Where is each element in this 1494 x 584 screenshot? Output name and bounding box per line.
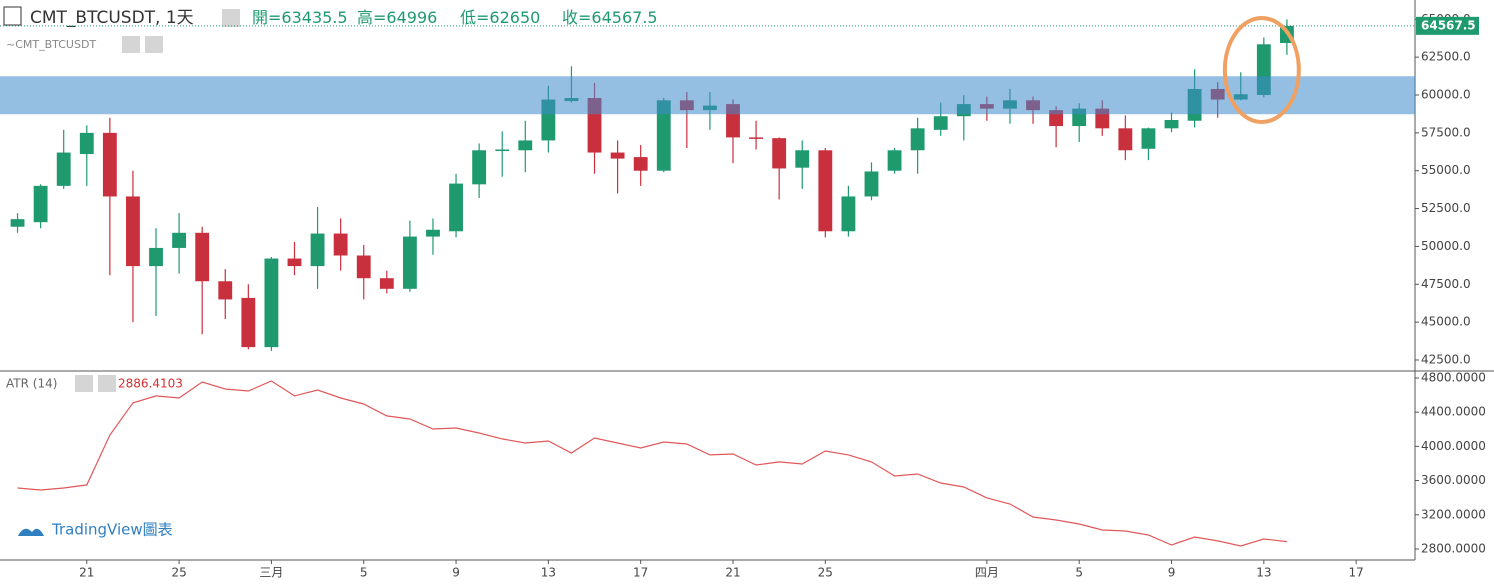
candle-body: [749, 137, 764, 139]
settings-button[interactable]: [222, 9, 240, 27]
candle-body: [287, 258, 302, 267]
y-tick-label: 3200.0000: [1421, 507, 1486, 521]
x-tick-label: 17: [633, 566, 648, 580]
x-tick-label: 9: [1168, 566, 1176, 580]
x-tick-label: 13: [541, 566, 556, 580]
x-tick-label: 17: [1349, 566, 1364, 580]
candle-body: [195, 232, 210, 282]
chart-title: CMT_BTCUSDT, 1天: [30, 8, 194, 28]
ohlc-label: 收=: [562, 8, 591, 27]
symbol-icon[interactable]: [3, 6, 22, 26]
y-tick-label: 42500.0: [1421, 352, 1471, 366]
candle-body: [402, 236, 417, 289]
candle-body: [841, 196, 856, 232]
candle-body: [772, 138, 787, 169]
candle-body: [172, 232, 187, 248]
candle-body: [933, 116, 948, 130]
candle-body: [495, 149, 510, 152]
settings-button[interactable]: [75, 375, 93, 392]
candle-body: [218, 281, 233, 300]
candle-body: [818, 150, 833, 232]
candle-body: [102, 132, 117, 197]
x-tick-label: 25: [818, 566, 833, 580]
candle-body: [10, 219, 25, 227]
last-price-label: 64567.5: [1421, 18, 1476, 32]
x-tick-label: 5: [1075, 566, 1083, 580]
last-price-tag: [1416, 16, 1479, 35]
candle-body: [795, 150, 810, 168]
candle-body: [241, 297, 256, 348]
x-tick-label: 25: [171, 566, 186, 580]
ohlc-number: 64567.5: [591, 8, 657, 27]
ohlc-number: 62650: [489, 8, 540, 27]
ohlc-label: 低=: [460, 8, 489, 27]
atr-title: ATR (14): [6, 377, 57, 391]
candle-body: [633, 157, 648, 171]
y-tick-label: 57500.0: [1421, 125, 1471, 139]
candle-body: [910, 128, 925, 151]
highlight-circle: [1222, 16, 1301, 124]
candle-body: [310, 233, 325, 267]
candle-body: [56, 152, 71, 186]
candle-body: [264, 258, 279, 348]
candle-body: [449, 183, 463, 232]
ohlc-label: 開=: [252, 8, 281, 27]
atr-line: [17, 380, 1287, 547]
candle-body: [79, 132, 94, 155]
y-tick-label: 4400.0000: [1421, 405, 1486, 419]
x-tick-label: 13: [1256, 566, 1271, 580]
y-tick-label: 45000.0: [1421, 315, 1471, 329]
x-tick-label: 9: [452, 566, 460, 580]
y-tick-label: 4000.0000: [1421, 439, 1486, 453]
candle-body: [1164, 119, 1179, 129]
y-tick-label: 47500.0: [1421, 277, 1471, 291]
x-tick-label: 三月: [259, 566, 283, 580]
candle-body: [379, 278, 394, 289]
chart-subtitle: ~CMT_BTCUSDT: [6, 38, 96, 51]
y-tick-label: 4800.0000: [1421, 370, 1486, 384]
ohlc-value: 低=62650: [460, 8, 540, 27]
y-tick-label: 62500.0: [1421, 50, 1471, 64]
watermark: TradingView圖表: [51, 521, 173, 539]
ohlc-value: 收=64567.5: [562, 8, 658, 27]
candle-body: [426, 229, 440, 237]
ohlc-value: 開=63435.5: [252, 8, 348, 27]
x-tick-label: 21: [79, 566, 94, 580]
y-tick-label: 52500.0: [1421, 201, 1471, 215]
price-zone: [0, 76, 1415, 115]
candle-body: [887, 150, 902, 171]
atr-last-value: 2886.4103: [118, 377, 183, 391]
candle-body: [472, 150, 487, 185]
y-tick-label: 55000.0: [1421, 163, 1471, 177]
y-tick-label: 50000.0: [1421, 239, 1471, 253]
y-tick-label: 60000.0: [1421, 88, 1471, 102]
settings-button[interactable]: [122, 36, 140, 53]
candle-body: [126, 196, 140, 267]
candle-body: [518, 140, 533, 151]
y-tick-label: 2800.0000: [1421, 541, 1486, 555]
ohlc-number: 64996: [386, 8, 437, 27]
x-tick-label: 21: [725, 566, 740, 580]
x-tick-label: 5: [360, 566, 368, 580]
ohlc-number: 63435.5: [281, 8, 347, 27]
x-tick-label: 四月: [975, 566, 999, 580]
ohlc-label: 高=: [357, 8, 386, 27]
close-button[interactable]: [98, 375, 116, 392]
candle-body: [149, 247, 163, 267]
close-button[interactable]: [145, 36, 163, 53]
watermark-logo: [18, 528, 44, 536]
ohlc-value: 高=64996: [357, 8, 437, 27]
candle-body: [333, 233, 348, 256]
candle-body: [864, 171, 879, 197]
candle-body: [1118, 128, 1133, 151]
candle-body: [656, 100, 671, 171]
candle-body: [1141, 128, 1156, 149]
candle-body: [33, 185, 48, 223]
y-tick-label: 3600.0000: [1421, 473, 1486, 487]
candle-body: [356, 255, 371, 279]
candle-body: [610, 152, 625, 159]
